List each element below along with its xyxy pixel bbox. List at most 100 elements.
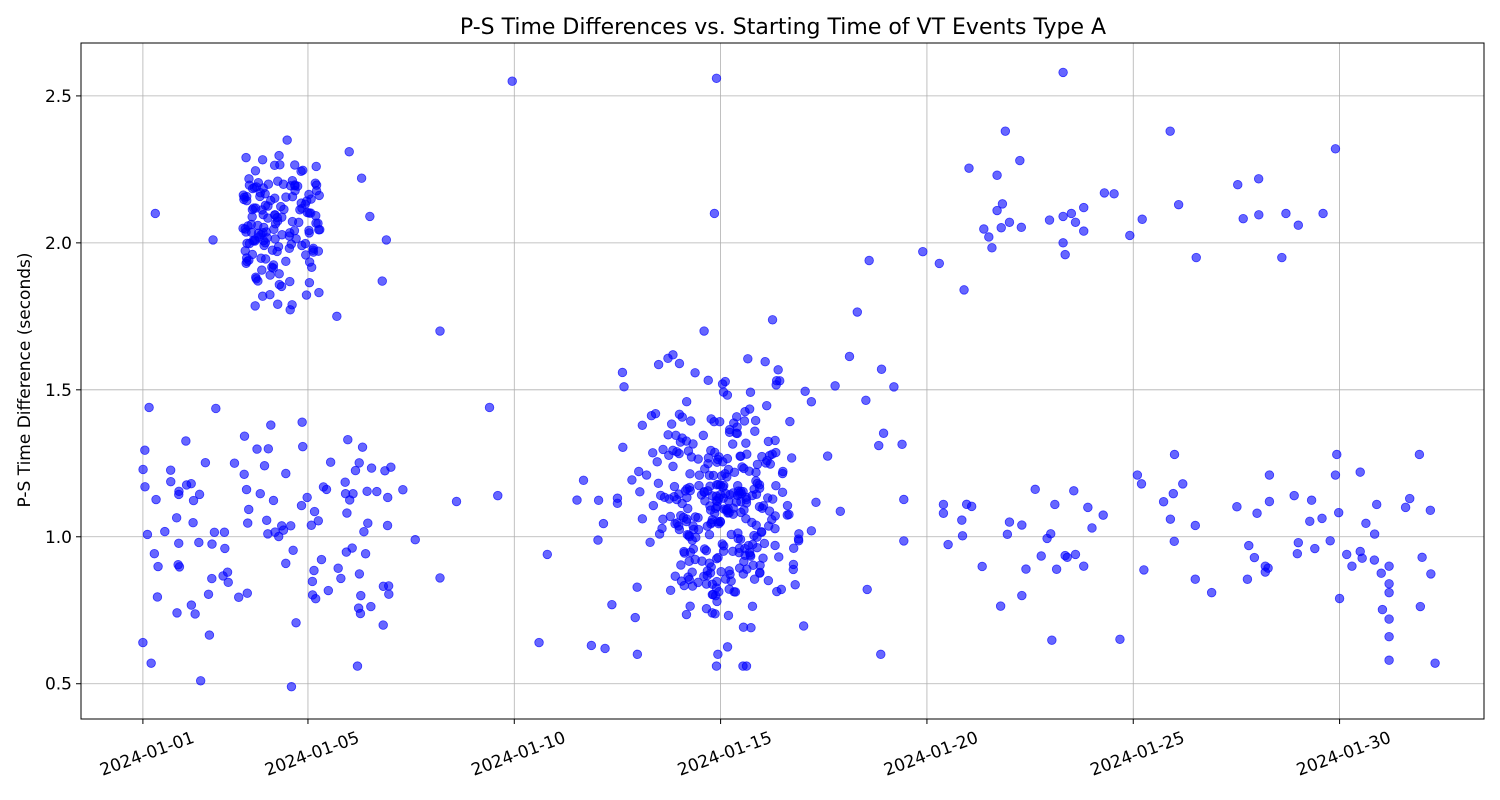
data-point — [685, 469, 695, 479]
data-point — [363, 518, 373, 528]
data-point — [992, 170, 1002, 180]
data-point — [700, 464, 710, 474]
data-point — [382, 520, 393, 531]
grid — [81, 43, 1484, 719]
data-point — [1232, 502, 1242, 512]
data-point — [786, 453, 797, 463]
data-point — [239, 469, 249, 479]
data-point — [1016, 222, 1027, 233]
data-point — [800, 386, 810, 397]
data-point — [366, 463, 377, 473]
data-point — [297, 417, 307, 427]
data-point — [1058, 238, 1068, 248]
data-point — [694, 470, 705, 480]
data-point — [666, 419, 677, 429]
data-point — [386, 462, 396, 472]
data-point — [1384, 655, 1394, 665]
data-point — [788, 559, 799, 570]
data-point — [356, 173, 367, 183]
data-point — [298, 441, 308, 452]
data-point — [789, 543, 799, 553]
data-point — [274, 150, 284, 161]
data-point — [714, 519, 724, 529]
data-point — [1015, 155, 1025, 166]
data-point — [1384, 579, 1394, 589]
data-point — [287, 175, 298, 186]
data-point — [711, 583, 721, 593]
data-point — [934, 258, 945, 269]
data-point — [207, 539, 217, 549]
y-tick-label: 2.5 — [45, 87, 72, 107]
data-point — [1190, 520, 1200, 531]
data-point — [1125, 230, 1135, 241]
data-point — [265, 270, 275, 280]
data-point — [1004, 217, 1015, 227]
data-point — [770, 540, 780, 551]
data-point — [682, 514, 692, 524]
data-point — [734, 547, 744, 558]
data-point — [743, 354, 753, 364]
data-point — [725, 490, 735, 500]
data-point — [738, 661, 748, 671]
data-point — [1099, 188, 1110, 198]
data-point — [140, 482, 150, 492]
data-point — [1249, 552, 1260, 563]
data-point — [693, 513, 703, 523]
data-point — [754, 502, 765, 512]
data-point — [366, 601, 376, 612]
data-point — [690, 368, 700, 378]
data-point — [344, 147, 354, 157]
data-point — [742, 449, 752, 459]
data-point — [899, 494, 909, 505]
data-point — [1044, 215, 1055, 225]
data-point — [270, 234, 280, 244]
data-point — [251, 272, 261, 282]
data-point — [752, 478, 763, 489]
data-point — [676, 560, 686, 570]
data-point — [352, 661, 363, 671]
data-point — [1415, 601, 1426, 612]
data-point — [771, 480, 781, 491]
data-point — [719, 480, 729, 491]
data-point — [632, 649, 643, 660]
data-point — [619, 382, 629, 392]
data-point — [1384, 632, 1394, 642]
data-point — [641, 470, 652, 480]
data-point — [302, 492, 312, 503]
data-point — [284, 243, 295, 254]
data-point — [806, 397, 817, 407]
data-point — [1369, 555, 1380, 565]
data-point — [1372, 499, 1382, 510]
data-point — [676, 576, 687, 586]
data-point — [289, 225, 300, 236]
data-point — [343, 435, 353, 445]
data-point — [722, 642, 733, 652]
data-point — [1158, 497, 1169, 507]
y-tick-label: 0.5 — [45, 675, 72, 695]
data-point — [146, 658, 156, 668]
data-point — [770, 435, 780, 446]
data-point — [674, 409, 685, 420]
data-point — [218, 571, 228, 581]
data-point — [711, 73, 722, 83]
data-point — [852, 307, 862, 317]
data-point — [1330, 144, 1341, 154]
data-point — [703, 375, 713, 386]
data-point — [282, 135, 292, 145]
data-point — [653, 478, 664, 489]
data-point — [1050, 499, 1060, 510]
data-point — [774, 552, 784, 562]
data-point — [996, 223, 1006, 233]
data-point — [365, 211, 375, 222]
data-point — [716, 567, 726, 577]
data-point — [1098, 510, 1108, 520]
data-point — [253, 228, 264, 238]
data-point — [1165, 126, 1175, 136]
data-point — [1425, 505, 1436, 516]
data-point — [767, 449, 777, 459]
data-point — [281, 468, 291, 479]
data-point — [979, 224, 989, 234]
data-point — [301, 290, 312, 300]
data-point — [658, 514, 668, 524]
data-point — [681, 609, 692, 620]
